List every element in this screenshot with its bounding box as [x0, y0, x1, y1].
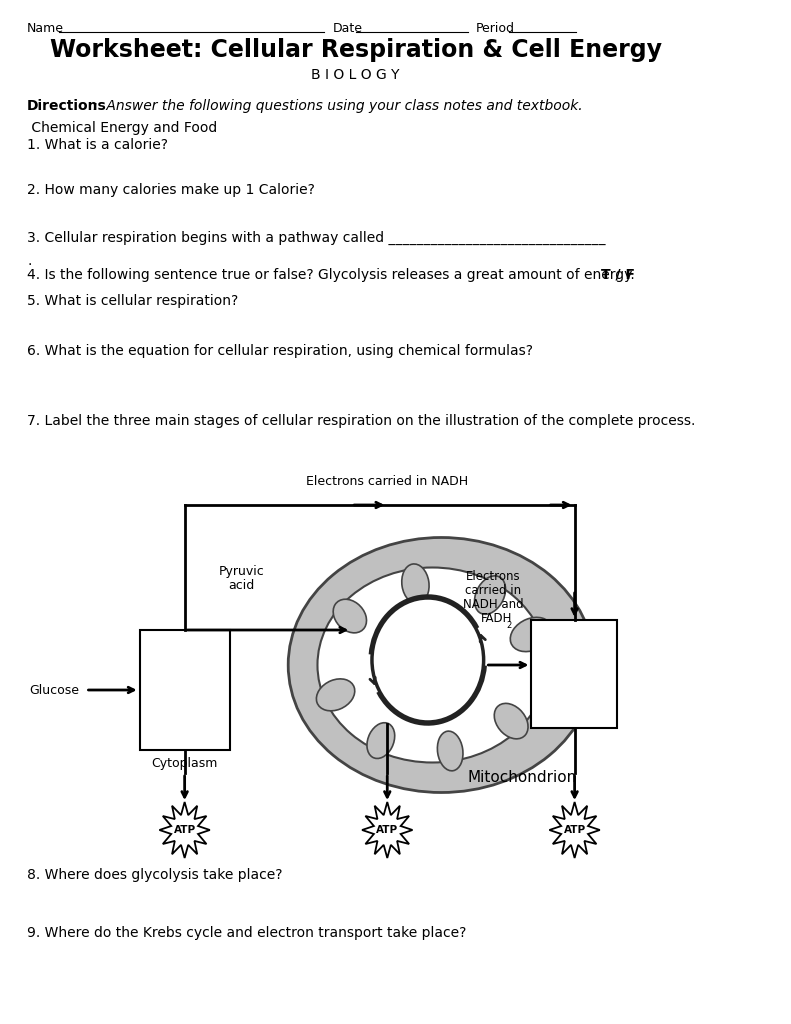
Text: 2. How many calories make up 1 Calorie?: 2. How many calories make up 1 Calorie?: [27, 183, 315, 197]
Text: 1. What is a calorie?: 1. What is a calorie?: [27, 138, 168, 152]
Text: Electrons: Electrons: [466, 570, 520, 583]
Ellipse shape: [288, 538, 594, 793]
Text: Worksheet: Cellular Respiration & Cell Energy: Worksheet: Cellular Respiration & Cell E…: [50, 38, 662, 62]
Text: Date: Date: [333, 22, 363, 35]
Text: 8. Where does glycolysis take place?: 8. Where does glycolysis take place?: [27, 868, 282, 882]
Text: .: .: [27, 254, 32, 268]
Bar: [139, 630, 229, 750]
Bar: [532, 620, 617, 728]
Ellipse shape: [510, 617, 552, 651]
Circle shape: [372, 598, 483, 722]
Text: 4. Is the following sentence true or false? Glycolysis releases a great amount o: 4. Is the following sentence true or fal…: [27, 268, 648, 282]
Polygon shape: [160, 802, 210, 858]
Text: 3. Cellular respiration begins with a pathway called ___________________________: 3. Cellular respiration begins with a pa…: [27, 230, 606, 245]
Text: acid: acid: [229, 579, 255, 592]
Ellipse shape: [494, 703, 528, 739]
Text: 2: 2: [506, 621, 512, 630]
Text: :  Answer the following questions using your class notes and textbook.: : Answer the following questions using y…: [93, 99, 582, 113]
Text: B I O L O G Y: B I O L O G Y: [312, 68, 400, 82]
Text: Electrons carried in NADH: Electrons carried in NADH: [306, 475, 468, 488]
Text: 7. Label the three main stages of cellular respiration on the illustration of th: 7. Label the three main stages of cellul…: [27, 414, 695, 428]
Polygon shape: [362, 802, 412, 858]
Text: 6. What is the equation for cellular respiration, using chemical formulas?: 6. What is the equation for cellular res…: [27, 344, 533, 358]
Text: Directions: Directions: [27, 99, 107, 113]
Text: carried in: carried in: [465, 584, 521, 597]
Text: 9. Where do the Krebs cycle and electron transport take place?: 9. Where do the Krebs cycle and electron…: [27, 926, 467, 940]
Text: NADH and: NADH and: [464, 598, 524, 611]
Text: Cytoplasm: Cytoplasm: [151, 757, 218, 770]
Text: Period: Period: [475, 22, 514, 35]
Text: Name: Name: [27, 22, 64, 35]
Ellipse shape: [317, 567, 547, 763]
Text: ATP: ATP: [563, 825, 585, 835]
Ellipse shape: [367, 723, 395, 759]
Text: FADH: FADH: [481, 612, 513, 625]
Ellipse shape: [316, 679, 354, 711]
Text: Glucose: Glucose: [29, 683, 79, 696]
Text: Mitochondrion: Mitochondrion: [467, 770, 577, 785]
Text: Chemical Energy and Food: Chemical Energy and Food: [27, 121, 218, 135]
Ellipse shape: [437, 731, 463, 771]
Polygon shape: [550, 802, 600, 858]
Ellipse shape: [333, 599, 366, 633]
Text: Pyruvic: Pyruvic: [218, 565, 264, 578]
Ellipse shape: [475, 575, 505, 614]
Ellipse shape: [402, 564, 429, 604]
Text: 5. What is cellular respiration?: 5. What is cellular respiration?: [27, 294, 238, 308]
Text: ATP: ATP: [173, 825, 195, 835]
Text: ATP: ATP: [377, 825, 399, 835]
Text: T / F: T / F: [600, 268, 634, 282]
